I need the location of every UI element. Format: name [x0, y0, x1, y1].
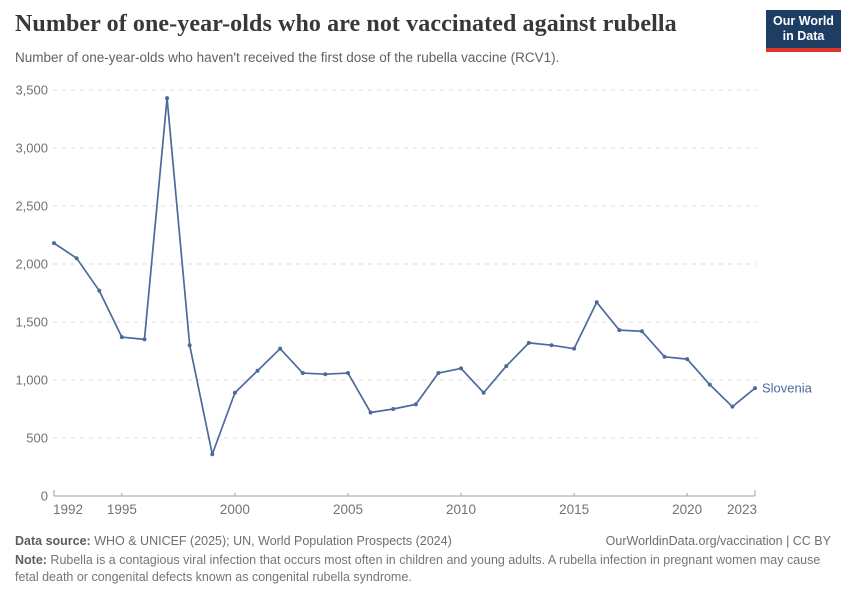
data-point[interactable] [753, 386, 757, 391]
y-axis-label: 2,000 [15, 257, 48, 272]
owid-logo[interactable]: Our World in Data [766, 10, 841, 52]
data-point[interactable] [74, 256, 79, 261]
data-point[interactable] [594, 300, 599, 305]
data-point[interactable] [730, 404, 735, 409]
chart-note: Note: Rubella is a contagious viral infe… [15, 552, 837, 587]
y-axis-label: 1,000 [15, 373, 48, 388]
x-axis-label: 2010 [446, 502, 476, 517]
page-title: Number of one-year-olds who are not vacc… [15, 11, 677, 37]
data-point[interactable] [707, 382, 712, 387]
series-end-label[interactable]: Slovenia [762, 380, 813, 395]
y-axis-label: 3,500 [15, 83, 48, 98]
data-point[interactable] [345, 371, 350, 376]
data-point[interactable] [526, 340, 531, 345]
data-point[interactable] [119, 335, 124, 340]
data-source-value: WHO & UNICEF (2025); UN, World Populatio… [90, 534, 452, 548]
line-chart[interactable]: 0 500 1,000 1,500 2,000 2,500 3,000 3,500 1992 19… [0, 80, 850, 530]
chart-subtitle: Number of one-year-olds who haven't rece… [15, 50, 560, 65]
data-point[interactable] [617, 328, 622, 333]
owid-logo-line2: in Data [782, 29, 825, 43]
note-text: Rubella is a contagious viral infection … [15, 553, 821, 585]
data-source-text: Data source: WHO & UNICEF (2025); UN, Wo… [15, 533, 452, 549]
data-point[interactable] [165, 96, 170, 101]
y-axis-label: 1,500 [15, 315, 48, 330]
data-point[interactable] [255, 368, 260, 373]
data-point[interactable] [187, 343, 192, 348]
data-point[interactable] [549, 343, 554, 348]
x-axis-label: 2023 [727, 502, 757, 517]
x-axis-label: 1995 [107, 502, 137, 517]
data-point[interactable] [391, 407, 396, 411]
data-point[interactable] [685, 357, 690, 362]
data-source-label: Data source: [15, 534, 91, 548]
attribution-link[interactable]: OurWorldinData.org/vaccination | CC BY [605, 534, 831, 548]
data-point[interactable] [210, 452, 215, 457]
data-point[interactable] [300, 371, 305, 376]
data-point[interactable] [436, 371, 441, 376]
data-point[interactable] [459, 366, 464, 371]
y-axis-label: 3,000 [15, 141, 48, 156]
data-point[interactable] [97, 288, 102, 293]
data-point[interactable] [662, 354, 667, 359]
data-point[interactable] [368, 410, 373, 415]
data-point[interactable] [232, 390, 237, 395]
data-point[interactable] [413, 402, 418, 407]
data-point[interactable] [572, 346, 577, 351]
data-point[interactable] [142, 337, 147, 342]
footer-source-row: Data source: WHO & UNICEF (2025); UN, Wo… [15, 533, 831, 549]
owid-logo-line1: Our World [773, 13, 834, 28]
data-point[interactable] [504, 364, 509, 369]
y-axis-label: 500 [26, 431, 48, 446]
data-point[interactable] [323, 372, 328, 377]
x-axis-label: 2020 [672, 502, 702, 517]
line-chart-svg[interactable]: 0 500 1,000 1,500 2,000 2,500 3,000 3,500 1992 19… [0, 80, 850, 530]
y-axis-label: 0 [41, 489, 48, 504]
y-axis-label: 2,500 [15, 199, 48, 214]
data-point[interactable] [52, 241, 56, 246]
data-point[interactable] [639, 329, 644, 334]
note-label: Note: [15, 553, 47, 567]
x-axis-label: 2000 [220, 502, 250, 517]
x-axis-label: 2015 [559, 502, 589, 517]
series-line[interactable] [53, 97, 756, 456]
x-axis-label: 1992 [53, 502, 83, 517]
x-axis-label: 2005 [333, 502, 363, 517]
data-point[interactable] [278, 346, 283, 351]
data-point[interactable] [481, 390, 486, 395]
